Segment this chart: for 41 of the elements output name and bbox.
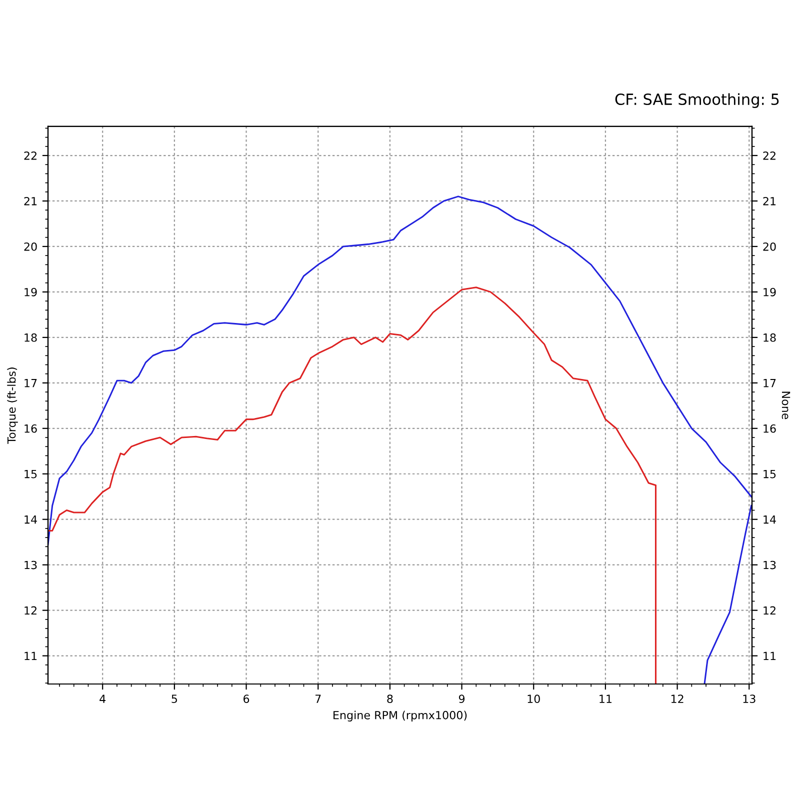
- y2-tick-label: 21: [763, 196, 776, 206]
- y2-axis-title: None: [782, 392, 790, 420]
- y2-tick-label: 17: [764, 379, 776, 388]
- text: CF: SAE Smoothing: 5: [615, 93, 779, 108]
- y2-tick-label: 11: [764, 652, 776, 660]
- y-tick-label: 20: [24, 242, 37, 251]
- y2-tick-label: 20: [763, 242, 776, 251]
- x-axis-title: Engine RPM (rpmx1000): [334, 710, 467, 722]
- y2-tick-label: 14: [764, 515, 776, 524]
- y-axis-title: Torque (ft-lbs): [7, 368, 18, 444]
- y2-tick-label: 19: [764, 288, 776, 296]
- x-tick-label: 10: [528, 694, 540, 704]
- x-tick-label: 8: [387, 694, 393, 704]
- line-series: [48, 286, 657, 684]
- y2-tick-label: 13: [764, 560, 776, 570]
- x-tick-label: 9: [458, 694, 465, 704]
- line-series: [704, 504, 752, 684]
- x-tick-label: 7: [315, 694, 321, 703]
- y-tick-label: 22: [24, 151, 36, 160]
- y-tick-label: 16: [24, 424, 37, 433]
- y-tick-label: 12: [24, 606, 36, 615]
- y-tick-label: 18: [24, 333, 37, 342]
- y-tick-label: 11: [24, 652, 37, 660]
- y-tick-label: 19: [24, 288, 37, 296]
- y-tick-label: 17: [24, 379, 37, 388]
- x-tick-label: 11: [600, 694, 612, 703]
- x-tick-label: 12: [671, 694, 684, 703]
- x-tick-label: 5: [172, 694, 177, 704]
- y2-tick-label: 22: [763, 151, 776, 160]
- y2-tick-label: 18: [764, 333, 776, 342]
- y-tick-label: 13: [24, 560, 37, 570]
- y-tick-label: 21: [24, 196, 37, 206]
- y-tick-label: 15: [24, 470, 37, 478]
- y2-tick-label: 12: [764, 606, 776, 615]
- y-tick-label: 14: [24, 515, 37, 524]
- x-tick-label: 13: [743, 694, 756, 704]
- y2-tick-label: 15: [764, 470, 776, 478]
- x-tick-label: 6: [244, 694, 250, 704]
- y2-tick-label: 16: [764, 424, 776, 433]
- x-tick-label: 4: [100, 694, 106, 703]
- line-series: [48, 196, 752, 546]
